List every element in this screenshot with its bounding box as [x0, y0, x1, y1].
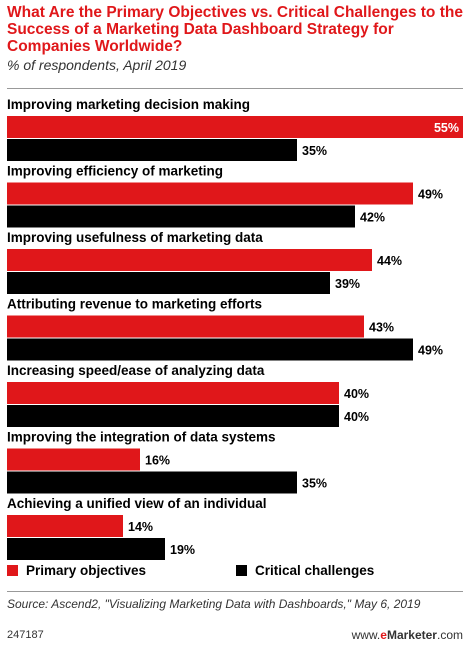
- legend-label-critical: Critical challenges: [255, 563, 375, 578]
- value-label-primary-achieving-a-unified-view-of-an-individual: 14%: [128, 520, 153, 534]
- category-label-increasing-speed-ease-of-analyzing-data: Increasing speed/ease of analyzing data: [7, 363, 265, 378]
- bar-critical-improving-usefulness-of-marketing-data: [7, 272, 330, 294]
- brand-e: e: [380, 628, 387, 642]
- header-divider: [7, 88, 463, 89]
- value-label-primary-attributing-revenue-to-marketing-efforts: 43%: [369, 321, 394, 335]
- value-label-primary-increasing-speed-ease-of-analyzing-data: 40%: [344, 387, 369, 401]
- value-label-critical-improving-marketing-decision-making: 35%: [302, 144, 327, 158]
- brand-name: Marketer: [386, 628, 437, 642]
- legend-item-primary-objectives: Primary objectives: [7, 563, 146, 578]
- footer-divider: [7, 591, 463, 592]
- chart-id: 247187: [7, 629, 44, 641]
- value-label-primary-improving-marketing-decision-making: 55%: [434, 121, 459, 135]
- value-label-primary-improving-efficiency-of-marketing: 49%: [418, 188, 443, 202]
- value-label-critical-improving-usefulness-of-marketing-data: 39%: [335, 277, 360, 291]
- legend-item-critical-challenges: Critical challenges: [236, 563, 374, 578]
- chart-header: What Are the Primary Objectives vs. Crit…: [7, 4, 467, 73]
- bar-critical-increasing-speed-ease-of-analyzing-data: [7, 405, 339, 427]
- bar-critical-achieving-a-unified-view-of-an-individual: [7, 538, 165, 560]
- chart-title: What Are the Primary Objectives vs. Crit…: [7, 4, 463, 55]
- bar-primary-improving-usefulness-of-marketing-data: [7, 249, 372, 271]
- value-label-critical-attributing-revenue-to-marketing-efforts: 49%: [418, 344, 443, 358]
- brand-logo: www.eMarketer.com: [352, 628, 463, 642]
- bar-critical-attributing-revenue-to-marketing-efforts: [7, 338, 413, 361]
- bar-critical-improving-the-integration-of-data-systems: [7, 471, 297, 494]
- value-label-critical-increasing-speed-ease-of-analyzing-data: 40%: [344, 410, 369, 424]
- chart-subtitle: % of respondents, April 2019: [7, 57, 187, 73]
- bar-primary-improving-marketing-decision-making: [7, 116, 463, 138]
- value-label-critical-improving-the-integration-of-data-systems: 35%: [302, 477, 327, 491]
- value-label-primary-improving-the-integration-of-data-systems: 16%: [145, 454, 170, 468]
- legend-label-primary: Primary objectives: [26, 563, 147, 578]
- source-note: Source: Ascend2, "Visualizing Marketing …: [7, 597, 421, 611]
- bar-primary-achieving-a-unified-view-of-an-individual: [7, 515, 123, 537]
- category-label-attributing-revenue-to-marketing-efforts: Attributing revenue to marketing efforts: [7, 297, 262, 312]
- brand-prefix: www.: [351, 628, 381, 642]
- bar-critical-improving-efficiency-of-marketing: [7, 205, 355, 228]
- bar-primary-increasing-speed-ease-of-analyzing-data: [7, 382, 339, 404]
- legend: Primary objectives Critical challenges: [0, 563, 470, 583]
- category-label-improving-efficiency-of-marketing: Improving efficiency of marketing: [7, 164, 223, 179]
- bar-critical-improving-marketing-decision-making: [7, 139, 297, 161]
- category-label-achieving-a-unified-view-of-an-individual: Achieving a unified view of an individua…: [7, 496, 267, 511]
- brand-suffix: .com: [436, 628, 463, 642]
- legend-swatch-primary: [7, 565, 18, 576]
- legend-swatch-critical: [236, 565, 247, 576]
- bar-chart: Improving marketing decision making 55% 35…: [7, 97, 463, 560]
- category-label-improving-usefulness-of-marketing-data: Improving usefulness of marketing data: [7, 230, 263, 245]
- category-label-improving-marketing-decision-making: Improving marketing decision making: [7, 97, 250, 112]
- value-label-primary-improving-usefulness-of-marketing-data: 44%: [377, 254, 402, 268]
- bar-primary-attributing-revenue-to-marketing-efforts: [7, 315, 364, 338]
- value-label-critical-achieving-a-unified-view-of-an-individual: 19%: [170, 543, 195, 557]
- category-label-improving-the-integration-of-data-systems: Improving the integration of data system…: [7, 430, 276, 445]
- bar-primary-improving-the-integration-of-data-systems: [7, 448, 140, 471]
- bar-primary-improving-efficiency-of-marketing: [7, 182, 413, 205]
- value-label-critical-improving-efficiency-of-marketing: 42%: [360, 211, 385, 225]
